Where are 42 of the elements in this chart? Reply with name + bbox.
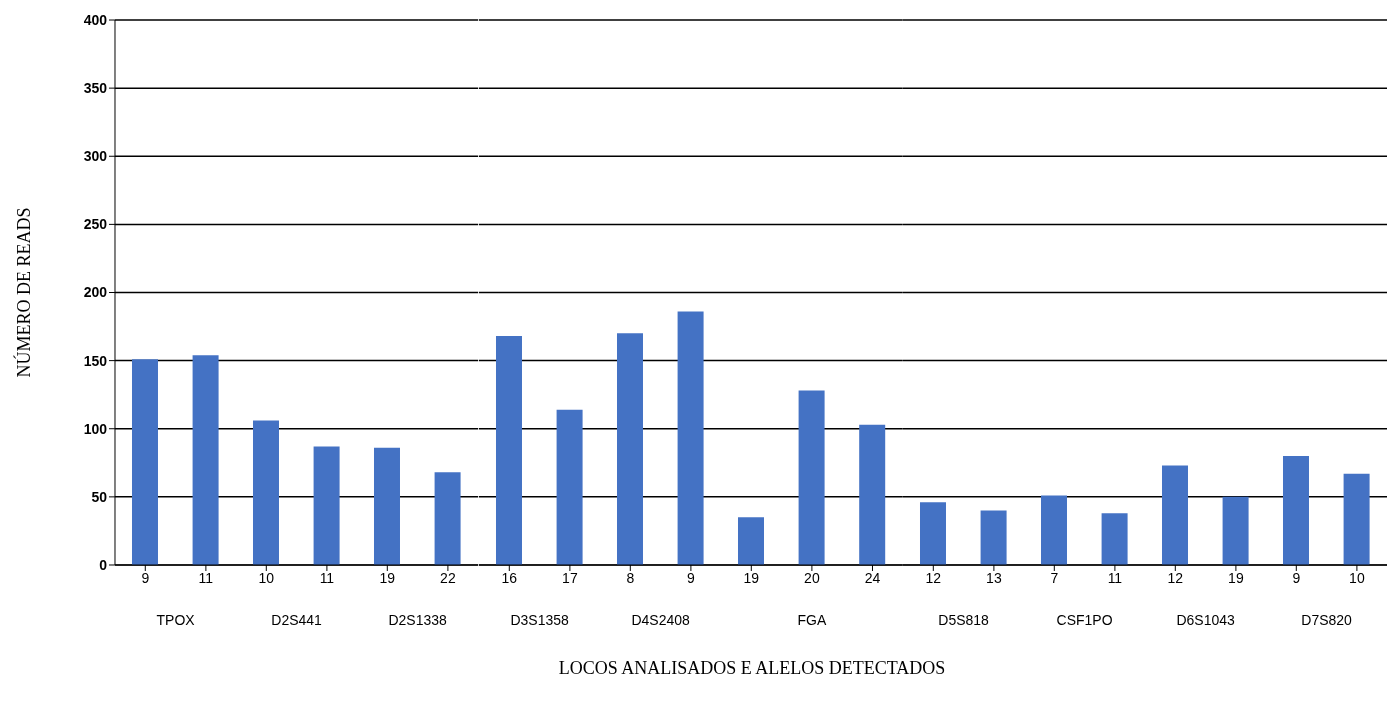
x-axis-title: FGA (797, 611, 827, 628)
x-tick-label: 8 (626, 569, 635, 586)
x-tick-label: 20 (804, 569, 820, 586)
x-tick-label: 9 (1292, 569, 1301, 586)
x-tick-label: 16 (501, 569, 517, 586)
y-tick-label: 200 (83, 284, 108, 301)
x-axis-title: D3S1358 (509, 611, 569, 628)
x-tick-label: 9 (141, 569, 150, 586)
x-axis-title: D4S2408 (631, 611, 690, 628)
x-tick-label: 13 (985, 569, 1002, 586)
y-tick-label: 50 (91, 488, 108, 505)
x-tick-label: 10 (258, 569, 275, 586)
x-tick-label: 11 (1107, 569, 1123, 586)
x-axis-title: TPOX (156, 611, 196, 628)
y-axis-title: NÚMERO DE READS (13, 207, 35, 378)
x-tick-label: 7 (1050, 569, 1059, 586)
x-tick-label: 12 (1167, 569, 1184, 586)
x-tick-label: 9 (686, 569, 695, 586)
x-tick-label: 24 (864, 569, 881, 586)
y-tick-label: 400 (83, 11, 108, 28)
text: LOCOS ANALISADOS E ALELOS DETECTADOS (557, 658, 947, 679)
x-tick-label: 12 (925, 569, 942, 586)
y-tick-label: 300 (83, 148, 108, 165)
x-axis-title: CSF1PO (1056, 611, 1113, 628)
x-tick-label: 22 (440, 569, 457, 586)
y-tick-label: 250 (83, 216, 108, 233)
x-axis-title: D6S1043 (1176, 611, 1236, 628)
y-tick-label: 350 (83, 80, 108, 97)
x-axis-title: D7S820 (1301, 611, 1353, 628)
y-tick-label: 150 (83, 352, 108, 369)
x-tick-label: 11 (319, 569, 335, 586)
x-tick-label: 17 (561, 569, 578, 586)
x-tick-label: 19 (1228, 569, 1244, 586)
x-tick-label: 19 (379, 569, 396, 586)
x-tick-label: 19 (743, 569, 760, 586)
x-axis-title: D2S1338 (388, 611, 448, 628)
y-tick-label: 0 (99, 556, 108, 573)
y-tick-label: 100 (83, 420, 108, 437)
x-axis-title: D2S441 (271, 611, 323, 628)
x-axis-title: D5S818 (938, 611, 989, 628)
x-tick-label: 11 (198, 569, 214, 586)
x-tick-label: 10 (1349, 569, 1366, 586)
